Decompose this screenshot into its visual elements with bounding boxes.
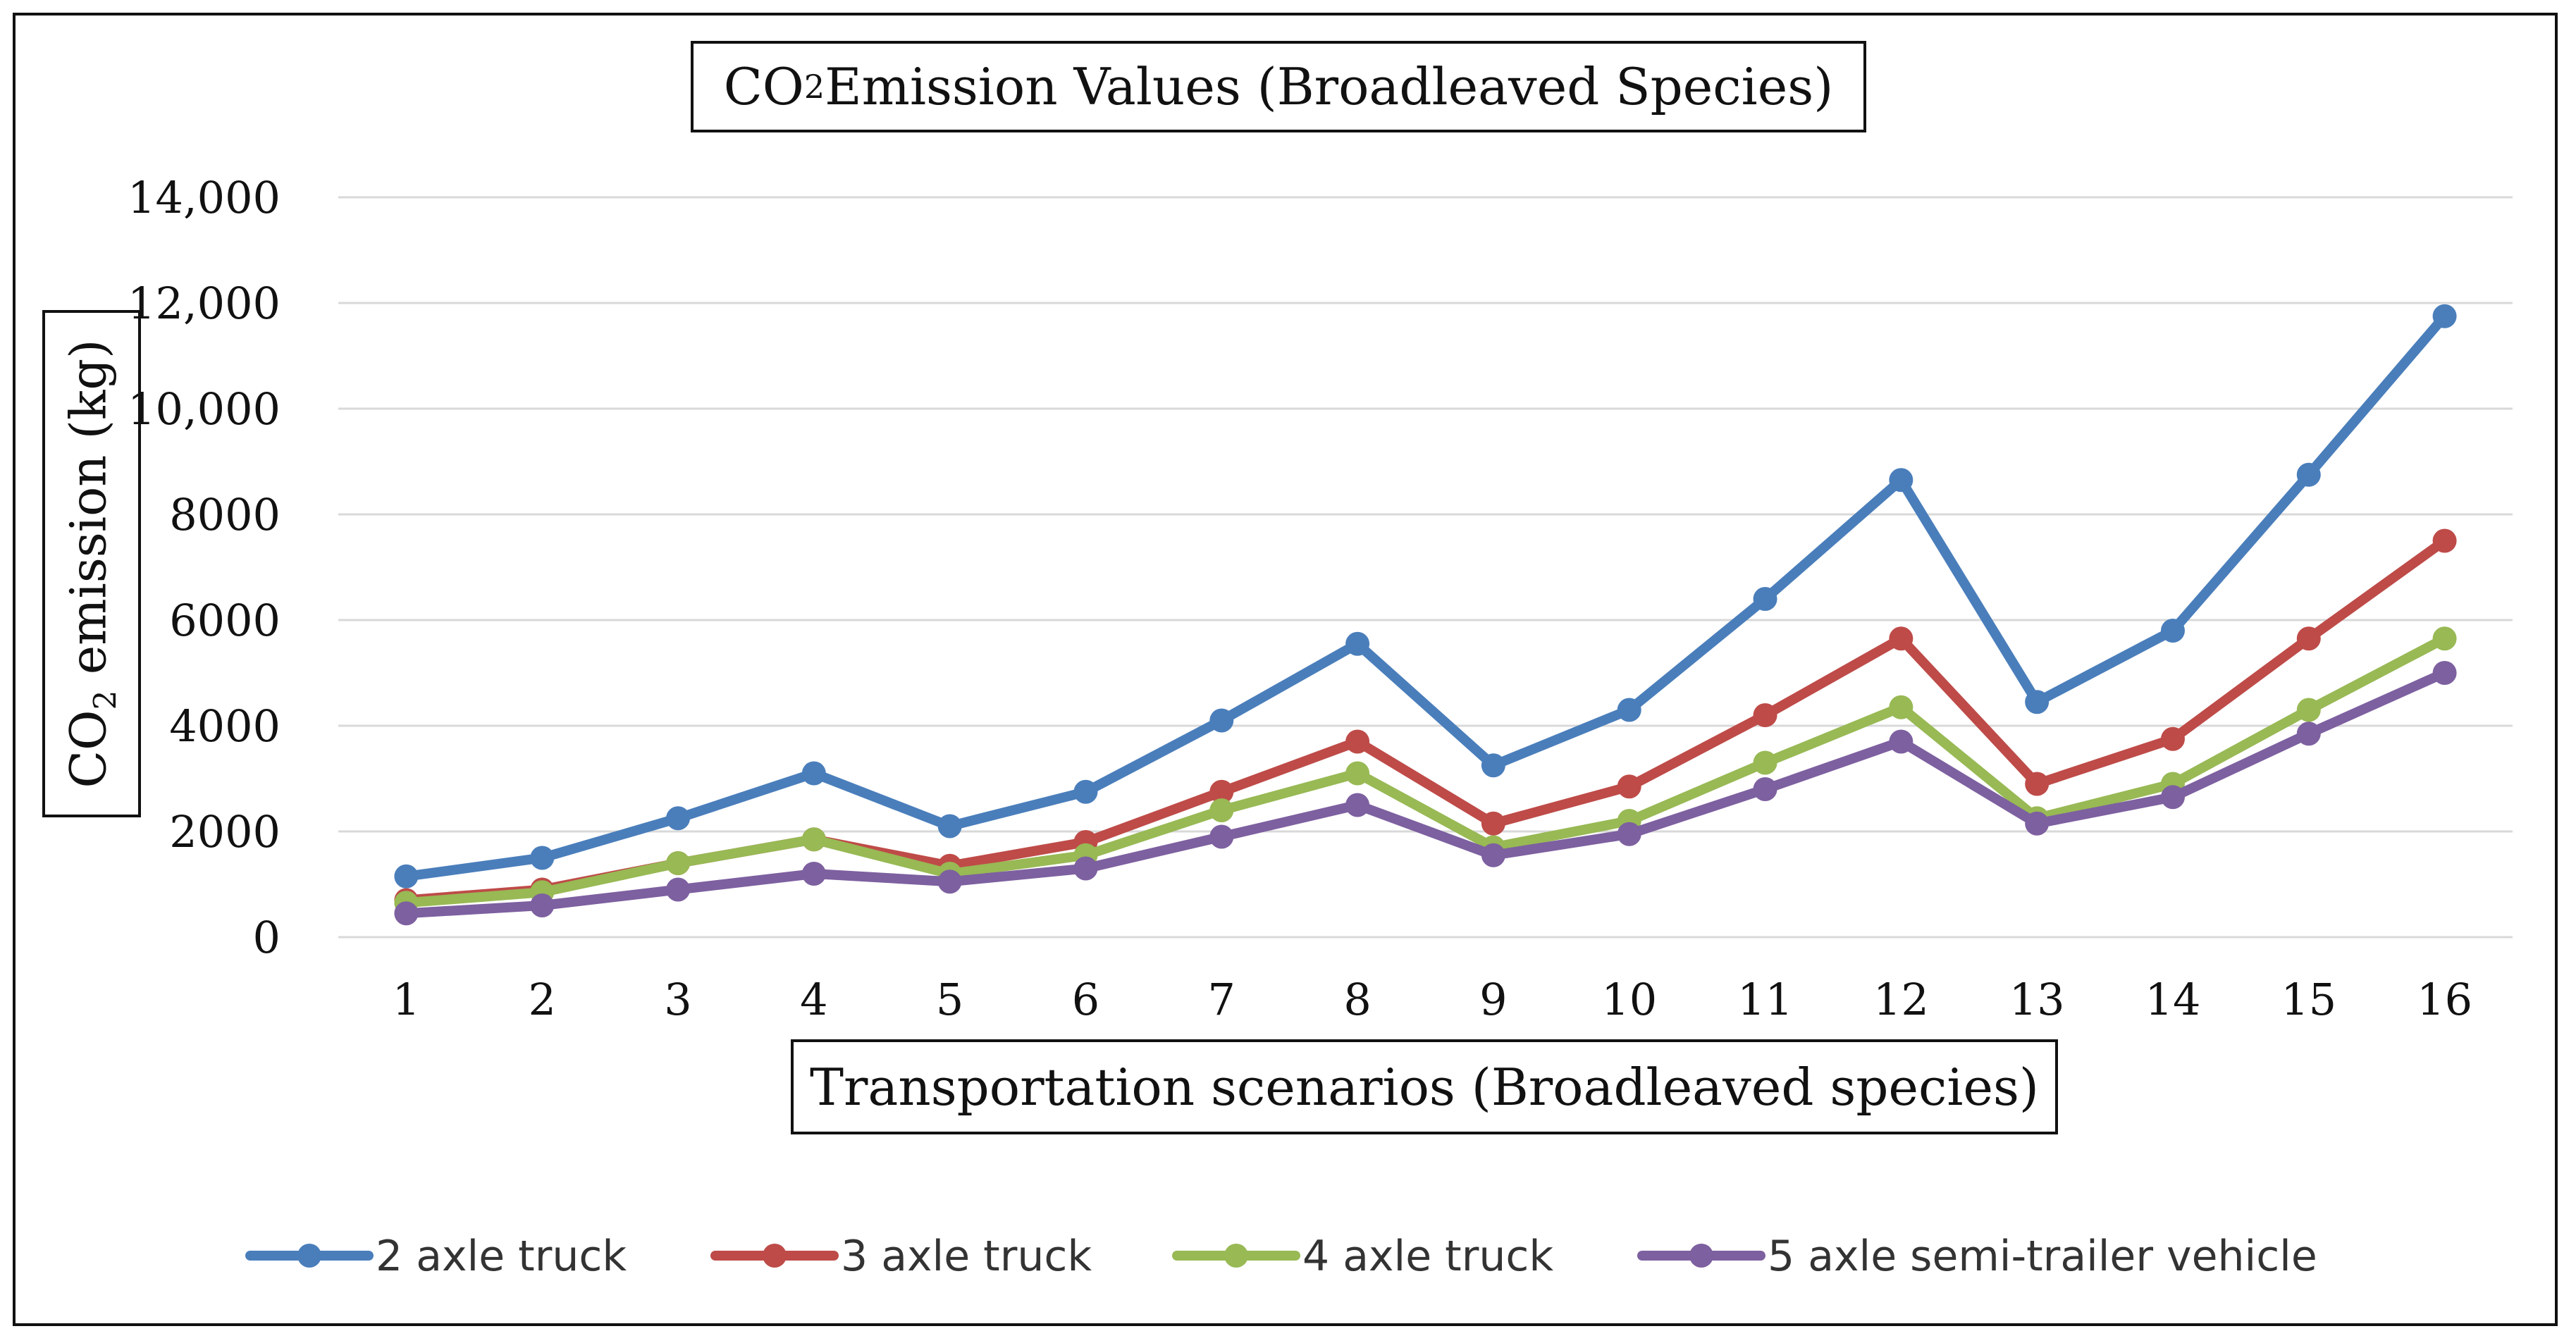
x-tick-label: 12 xyxy=(1873,974,1929,1025)
data-point xyxy=(1073,779,1098,804)
series-line-1 xyxy=(401,311,2450,881)
legend-marker xyxy=(1689,1244,1713,1268)
x-axis-label: Transportation scenarios (Broadleaved sp… xyxy=(791,1039,2058,1134)
data-point xyxy=(2160,619,2185,643)
y-tick-label: 2000 xyxy=(169,806,281,858)
data-point xyxy=(1073,856,1098,881)
data-point xyxy=(2296,626,2321,651)
data-point xyxy=(1209,708,1234,733)
x-tick-label: 15 xyxy=(2281,974,2336,1025)
y-tick-label: 10,000 xyxy=(128,383,281,435)
legend-marker xyxy=(763,1244,787,1268)
data-point xyxy=(2025,772,2050,796)
x-tick-label: 8 xyxy=(1343,974,1371,1025)
data-point xyxy=(801,827,826,852)
y-tick-label: 6000 xyxy=(169,595,281,646)
data-point xyxy=(666,806,691,831)
data-point xyxy=(801,862,826,886)
legend-label: 4 axle truck xyxy=(1302,1232,1553,1281)
chart-frame xyxy=(13,13,2558,1326)
x-tick-label: 13 xyxy=(2009,974,2065,1025)
data-point xyxy=(1889,468,1913,493)
y-tick-label: 4000 xyxy=(169,700,281,752)
data-point xyxy=(1753,703,1777,727)
legend-label: 5 axle semi-trailer vehicle xyxy=(1768,1232,2317,1281)
legend-label: 3 axle truck xyxy=(841,1232,1092,1281)
y-tick-label: 0 xyxy=(253,912,281,963)
data-point xyxy=(2432,626,2457,651)
data-point xyxy=(394,901,419,926)
y-tick-label: 12,000 xyxy=(128,278,281,329)
legend-label: 2 axle truck xyxy=(376,1232,627,1281)
x-tick-label: 1 xyxy=(393,974,420,1025)
data-point xyxy=(1889,729,1913,754)
data-point xyxy=(801,761,826,786)
chart-title-rest: Emission Values (Broadleaved Species) xyxy=(825,57,1834,116)
data-point xyxy=(1753,587,1777,611)
data-point xyxy=(2025,690,2050,714)
chart-title-subscript: 2 xyxy=(803,68,825,106)
y-axis-label: CO2 emission (kg) xyxy=(42,310,141,817)
chart-title: CO 2 Emission Values (Broadleaved Species… xyxy=(691,41,1866,132)
data-point xyxy=(1345,631,1370,656)
x-tick-label: 9 xyxy=(1479,974,1507,1025)
data-point xyxy=(1889,695,1913,719)
x-tick-label: 5 xyxy=(936,974,963,1025)
x-tick-label: 10 xyxy=(1601,974,1657,1025)
x-tick-label: 4 xyxy=(800,974,827,1025)
data-point xyxy=(1481,811,1505,836)
chart-title-co: CO xyxy=(723,57,804,116)
data-point xyxy=(2296,462,2321,487)
data-point xyxy=(2432,661,2457,685)
data-point xyxy=(2296,698,2321,722)
data-point xyxy=(2160,785,2185,810)
series-line-4 xyxy=(401,668,2450,919)
data-point xyxy=(1617,774,1641,799)
data-point xyxy=(666,877,691,902)
data-point xyxy=(1209,798,1234,822)
data-point xyxy=(2432,304,2457,328)
data-point xyxy=(2432,528,2457,553)
x-tick-label: 3 xyxy=(664,974,691,1025)
data-point xyxy=(1345,793,1370,817)
data-point xyxy=(1481,843,1505,867)
data-point xyxy=(1617,698,1641,722)
data-point xyxy=(1753,777,1777,801)
data-point xyxy=(530,846,555,870)
x-tick-label: 16 xyxy=(2417,974,2472,1025)
data-point xyxy=(394,864,419,889)
data-point xyxy=(1753,750,1777,775)
data-point xyxy=(1345,729,1370,754)
series-line-2 xyxy=(401,536,2450,905)
x-tick-label: 6 xyxy=(1072,974,1099,1025)
x-tick-label: 11 xyxy=(1737,974,1793,1025)
x-tick-label: 2 xyxy=(528,974,555,1025)
legend-marker xyxy=(1224,1244,1248,1268)
data-point xyxy=(1345,761,1370,786)
x-tick-label: 14 xyxy=(2145,974,2201,1025)
data-point xyxy=(666,851,691,875)
legend-marker xyxy=(297,1244,321,1268)
series-line-3 xyxy=(401,633,2450,908)
data-point xyxy=(1617,822,1641,846)
data-point xyxy=(1209,824,1234,849)
data-point xyxy=(1481,753,1505,778)
data-point xyxy=(2160,726,2185,751)
data-point xyxy=(530,893,555,917)
data-point xyxy=(2025,811,2050,836)
data-point xyxy=(1889,626,1913,651)
data-point xyxy=(937,814,962,838)
y-tick-label: 8000 xyxy=(169,489,281,540)
y-tick-label: 14,000 xyxy=(128,172,281,223)
data-point xyxy=(937,869,962,894)
x-tick-label: 7 xyxy=(1208,974,1235,1025)
data-point xyxy=(2296,722,2321,746)
data-point xyxy=(1209,779,1234,804)
